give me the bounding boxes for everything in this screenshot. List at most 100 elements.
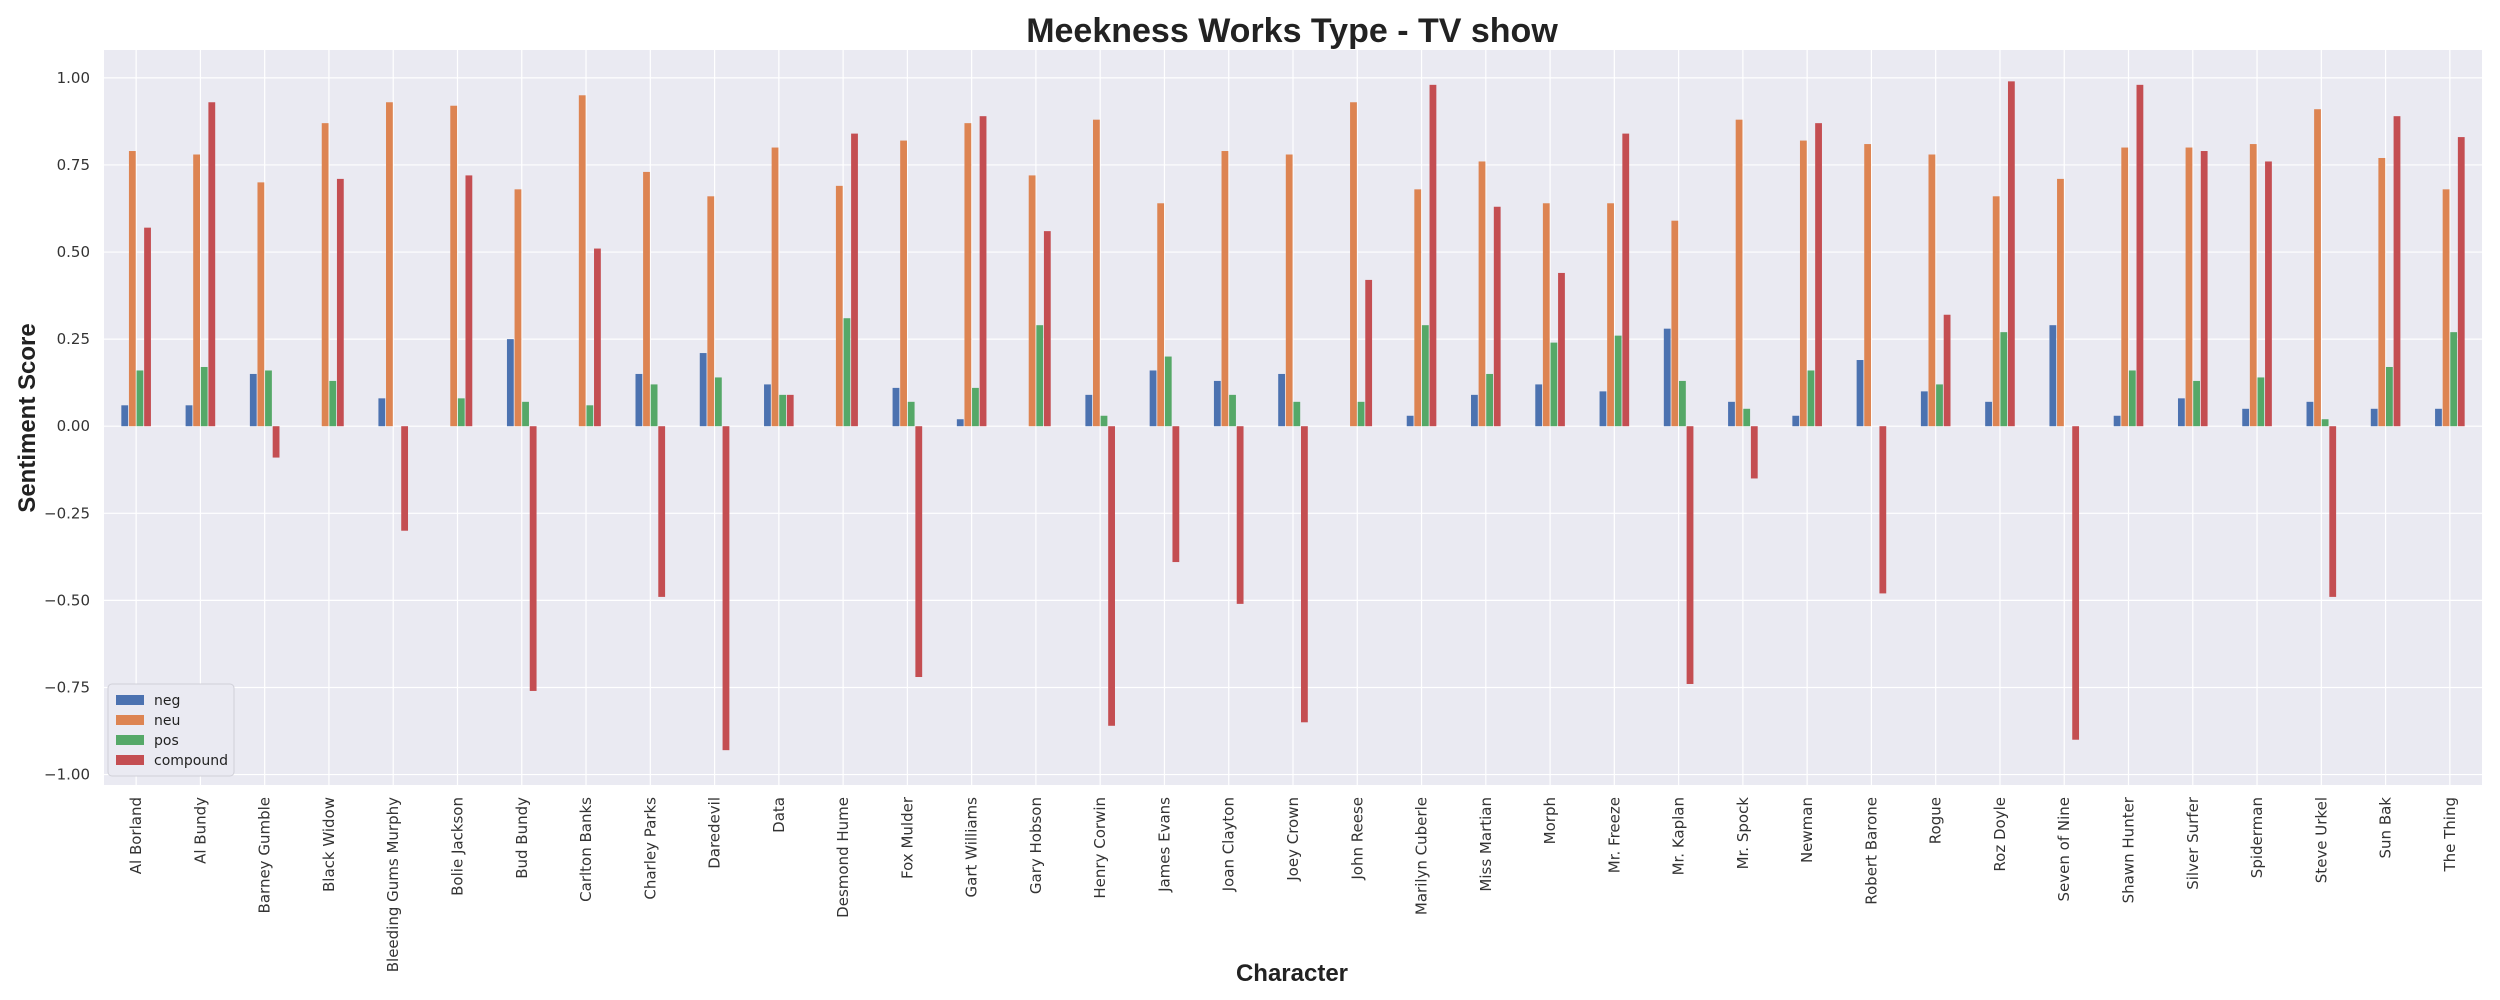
bar-compound-0 bbox=[144, 227, 151, 427]
bar-neu-34 bbox=[2314, 109, 2321, 427]
bar-pos-2 bbox=[265, 370, 272, 427]
bar-neu-36 bbox=[2442, 189, 2450, 427]
x-tick-label: Roz Doyle bbox=[1991, 797, 2009, 872]
bar-pos-33 bbox=[2257, 377, 2265, 427]
bar-compound-34 bbox=[2329, 426, 2337, 597]
bar-compound-27 bbox=[1879, 426, 1887, 594]
bar-neg-13 bbox=[956, 419, 964, 427]
bar-pos-16 bbox=[1164, 356, 1172, 427]
bar-neg-35 bbox=[2370, 408, 2378, 427]
x-tick-label: Mr. Spock bbox=[1734, 797, 1752, 870]
bar-neg-4 bbox=[378, 398, 386, 427]
bar-pos-17 bbox=[1229, 394, 1236, 427]
bar-pos-0 bbox=[136, 370, 144, 427]
bar-neu-11 bbox=[835, 185, 843, 427]
x-tick-label: Al Bundy bbox=[191, 797, 209, 864]
bar-neg-36 bbox=[2435, 408, 2442, 427]
x-tick-label: Bud Bundy bbox=[513, 797, 531, 879]
bar-neu-21 bbox=[1478, 161, 1486, 427]
bar-neu-4 bbox=[386, 102, 393, 427]
bar-neg-6 bbox=[506, 339, 514, 427]
x-tick-label: Barney Gumble bbox=[256, 797, 274, 913]
bar-pos-10 bbox=[779, 394, 787, 427]
bar-neu-23 bbox=[1607, 203, 1614, 427]
y-tick-label: 0.50 bbox=[57, 243, 90, 261]
bar-pos-23 bbox=[1614, 335, 1622, 427]
bar-compound-23 bbox=[1622, 133, 1630, 427]
bar-compound-18 bbox=[1301, 426, 1308, 723]
bar-neu-18 bbox=[1285, 154, 1293, 427]
bar-pos-21 bbox=[1486, 373, 1494, 427]
legend-swatch-pos bbox=[116, 735, 144, 745]
x-tick-label: Daredevil bbox=[706, 797, 724, 869]
x-tick-label: Seven of Nine bbox=[2055, 797, 2073, 901]
bar-compound-16 bbox=[1172, 426, 1180, 563]
bar-neg-8 bbox=[635, 373, 643, 427]
bar-pos-34 bbox=[2321, 419, 2329, 427]
x-tick-label: Miss Martian bbox=[1477, 797, 1495, 892]
bar-neg-26 bbox=[1792, 415, 1800, 427]
bar-compound-33 bbox=[2265, 161, 2272, 427]
bar-neg-29 bbox=[1985, 401, 1992, 427]
bar-compound-35 bbox=[2393, 116, 2401, 427]
bar-neu-20 bbox=[1414, 189, 1422, 427]
bar-neu-26 bbox=[1799, 140, 1807, 427]
bar-compound-15 bbox=[1108, 426, 1115, 726]
bar-neg-27 bbox=[1856, 360, 1864, 427]
bar-neg-15 bbox=[1085, 394, 1093, 427]
legend bbox=[107, 683, 235, 777]
bar-pos-7 bbox=[586, 405, 594, 427]
x-tick-label: John Reese bbox=[1348, 797, 1366, 881]
bar-neg-2 bbox=[249, 373, 257, 427]
x-tick-label: Charley Parks bbox=[641, 797, 659, 900]
bar-neu-2 bbox=[257, 182, 265, 427]
y-tick-label: 0.75 bbox=[57, 156, 90, 174]
bar-neu-6 bbox=[514, 189, 522, 427]
bar-compound-10 bbox=[786, 394, 794, 427]
legend-label-neg: neg bbox=[154, 693, 180, 709]
bar-compound-5 bbox=[465, 175, 473, 427]
bar-compound-26 bbox=[1815, 123, 1822, 427]
bar-compound-9 bbox=[722, 426, 730, 751]
x-tick-label: Marilyn Cuberle bbox=[1413, 797, 1431, 915]
bar-neg-0 bbox=[121, 405, 129, 427]
bar-neu-0 bbox=[128, 151, 136, 427]
bar-compound-24 bbox=[1686, 426, 1694, 684]
bar-compound-29 bbox=[2007, 81, 2015, 427]
bar-neg-12 bbox=[892, 387, 900, 427]
bar-pos-20 bbox=[1421, 325, 1429, 427]
legend-label-compound: compound bbox=[154, 753, 228, 769]
bar-pos-19 bbox=[1357, 401, 1365, 427]
bar-neg-31 bbox=[2113, 415, 2121, 427]
bar-neu-29 bbox=[1992, 196, 2000, 427]
y-tick-label: −0.25 bbox=[44, 504, 90, 522]
bar-compound-19 bbox=[1365, 279, 1373, 427]
bar-pos-31 bbox=[2128, 370, 2136, 427]
bar-neu-35 bbox=[2378, 157, 2386, 427]
x-tick-label: Rogue bbox=[1927, 797, 1945, 844]
bar-pos-9 bbox=[714, 377, 722, 427]
x-tick-label: Mr. Freeze bbox=[1605, 797, 1623, 873]
legend-label-neu: neu bbox=[154, 713, 180, 729]
bar-compound-32 bbox=[2200, 151, 2208, 427]
x-tick-label: Silver Surfer bbox=[2184, 796, 2202, 890]
bar-pos-35 bbox=[2385, 366, 2393, 427]
bar-neu-27 bbox=[1864, 144, 1872, 427]
x-tick-label: Gart Williams bbox=[963, 797, 981, 898]
bar-compound-4 bbox=[401, 426, 409, 531]
bar-neg-30 bbox=[2049, 325, 2057, 427]
y-tick-label: 0.25 bbox=[57, 330, 90, 348]
bar-neu-17 bbox=[1221, 151, 1229, 427]
bar-compound-11 bbox=[851, 133, 858, 427]
bar-compound-17 bbox=[1236, 426, 1244, 604]
x-tick-label: Fox Mulder bbox=[898, 796, 916, 879]
bar-pos-1 bbox=[200, 366, 208, 427]
bar-pos-3 bbox=[329, 380, 337, 427]
bar-compound-28 bbox=[1943, 314, 1951, 427]
bar-neu-19 bbox=[1350, 102, 1357, 427]
bar-neu-14 bbox=[1028, 175, 1036, 427]
y-tick-label: −0.50 bbox=[44, 591, 90, 609]
x-tick-label: Al Borland bbox=[127, 797, 145, 874]
bar-neu-15 bbox=[1092, 119, 1100, 427]
y-tick-label: 1.00 bbox=[57, 69, 90, 87]
